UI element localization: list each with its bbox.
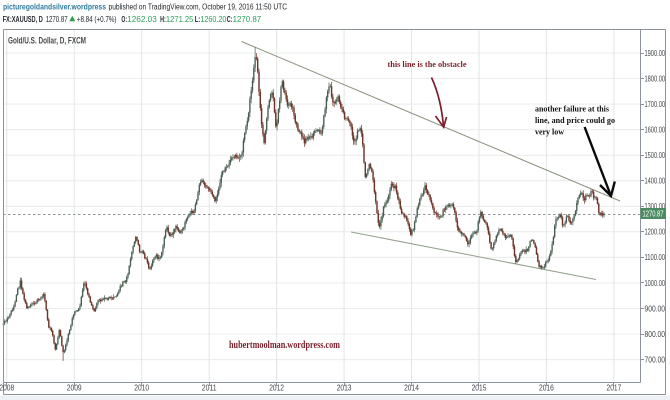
svg-text:800.00: 800.00 — [645, 330, 666, 339]
svg-text:published on TradingView.com,: published on TradingView.com, October 19… — [109, 2, 288, 11]
svg-text:very low: very low — [535, 127, 565, 137]
svg-text:this line is the obstacle: this line is the obstacle — [388, 59, 467, 69]
svg-text:1300.00: 1300.00 — [645, 202, 666, 211]
svg-text:1600.00: 1600.00 — [645, 126, 666, 135]
svg-text:line, and price could go: line, and price could go — [535, 115, 615, 125]
svg-text:picturegoldandsilver.wordpress: picturegoldandsilver.wordpress — [3, 2, 106, 11]
svg-text:1262.03: 1262.03 — [127, 15, 157, 24]
svg-text:2009: 2009 — [67, 384, 82, 393]
svg-text:2008: 2008 — [0, 384, 15, 393]
svg-text:1270.87: 1270.87 — [643, 210, 664, 219]
svg-text:H:: H: — [160, 15, 166, 24]
svg-text:2010: 2010 — [134, 384, 149, 393]
svg-text:1000.00: 1000.00 — [645, 279, 666, 288]
svg-text:1500.00: 1500.00 — [645, 151, 666, 160]
svg-text:2014: 2014 — [404, 384, 419, 393]
svg-text:2013: 2013 — [337, 384, 352, 393]
svg-text:1900.00: 1900.00 — [645, 49, 666, 58]
svg-text:1200.00: 1200.00 — [645, 228, 666, 237]
svg-text:1100.00: 1100.00 — [645, 253, 666, 262]
svg-text:700.00: 700.00 — [645, 355, 666, 364]
svg-text:1800.00: 1800.00 — [645, 74, 666, 83]
svg-text:2011: 2011 — [202, 384, 217, 393]
svg-text:1270.87: 1270.87 — [46, 15, 68, 24]
svg-text:hubertmoolman.wordpress.com: hubertmoolman.wordpress.com — [229, 340, 341, 351]
svg-text:1400.00: 1400.00 — [645, 177, 666, 186]
svg-text:C:: C: — [227, 15, 233, 24]
svg-text:O:: O: — [121, 15, 127, 24]
svg-text:2017: 2017 — [607, 384, 622, 393]
svg-text:2012: 2012 — [269, 384, 284, 393]
svg-text:L:: L: — [195, 15, 201, 24]
svg-text:Gold/U.S. Dollar, D, FXCM: Gold/U.S. Dollar, D, FXCM — [8, 36, 86, 47]
svg-text:1700.00: 1700.00 — [645, 100, 666, 109]
svg-text:1260.20: 1260.20 — [200, 15, 226, 24]
svg-text:2016: 2016 — [539, 384, 554, 393]
svg-text:900.00: 900.00 — [645, 304, 666, 313]
svg-text:1270.87: 1270.87 — [233, 15, 262, 24]
svg-text:another failure at this: another failure at this — [535, 104, 610, 114]
svg-text:1271.25: 1271.25 — [166, 15, 194, 24]
svg-text:+8.84 (+0.7%): +8.84 (+0.7%) — [77, 15, 117, 24]
svg-text:2015: 2015 — [472, 384, 487, 393]
svg-text:FX:XAUUSD, D: FX:XAUUSD, D — [3, 15, 43, 24]
